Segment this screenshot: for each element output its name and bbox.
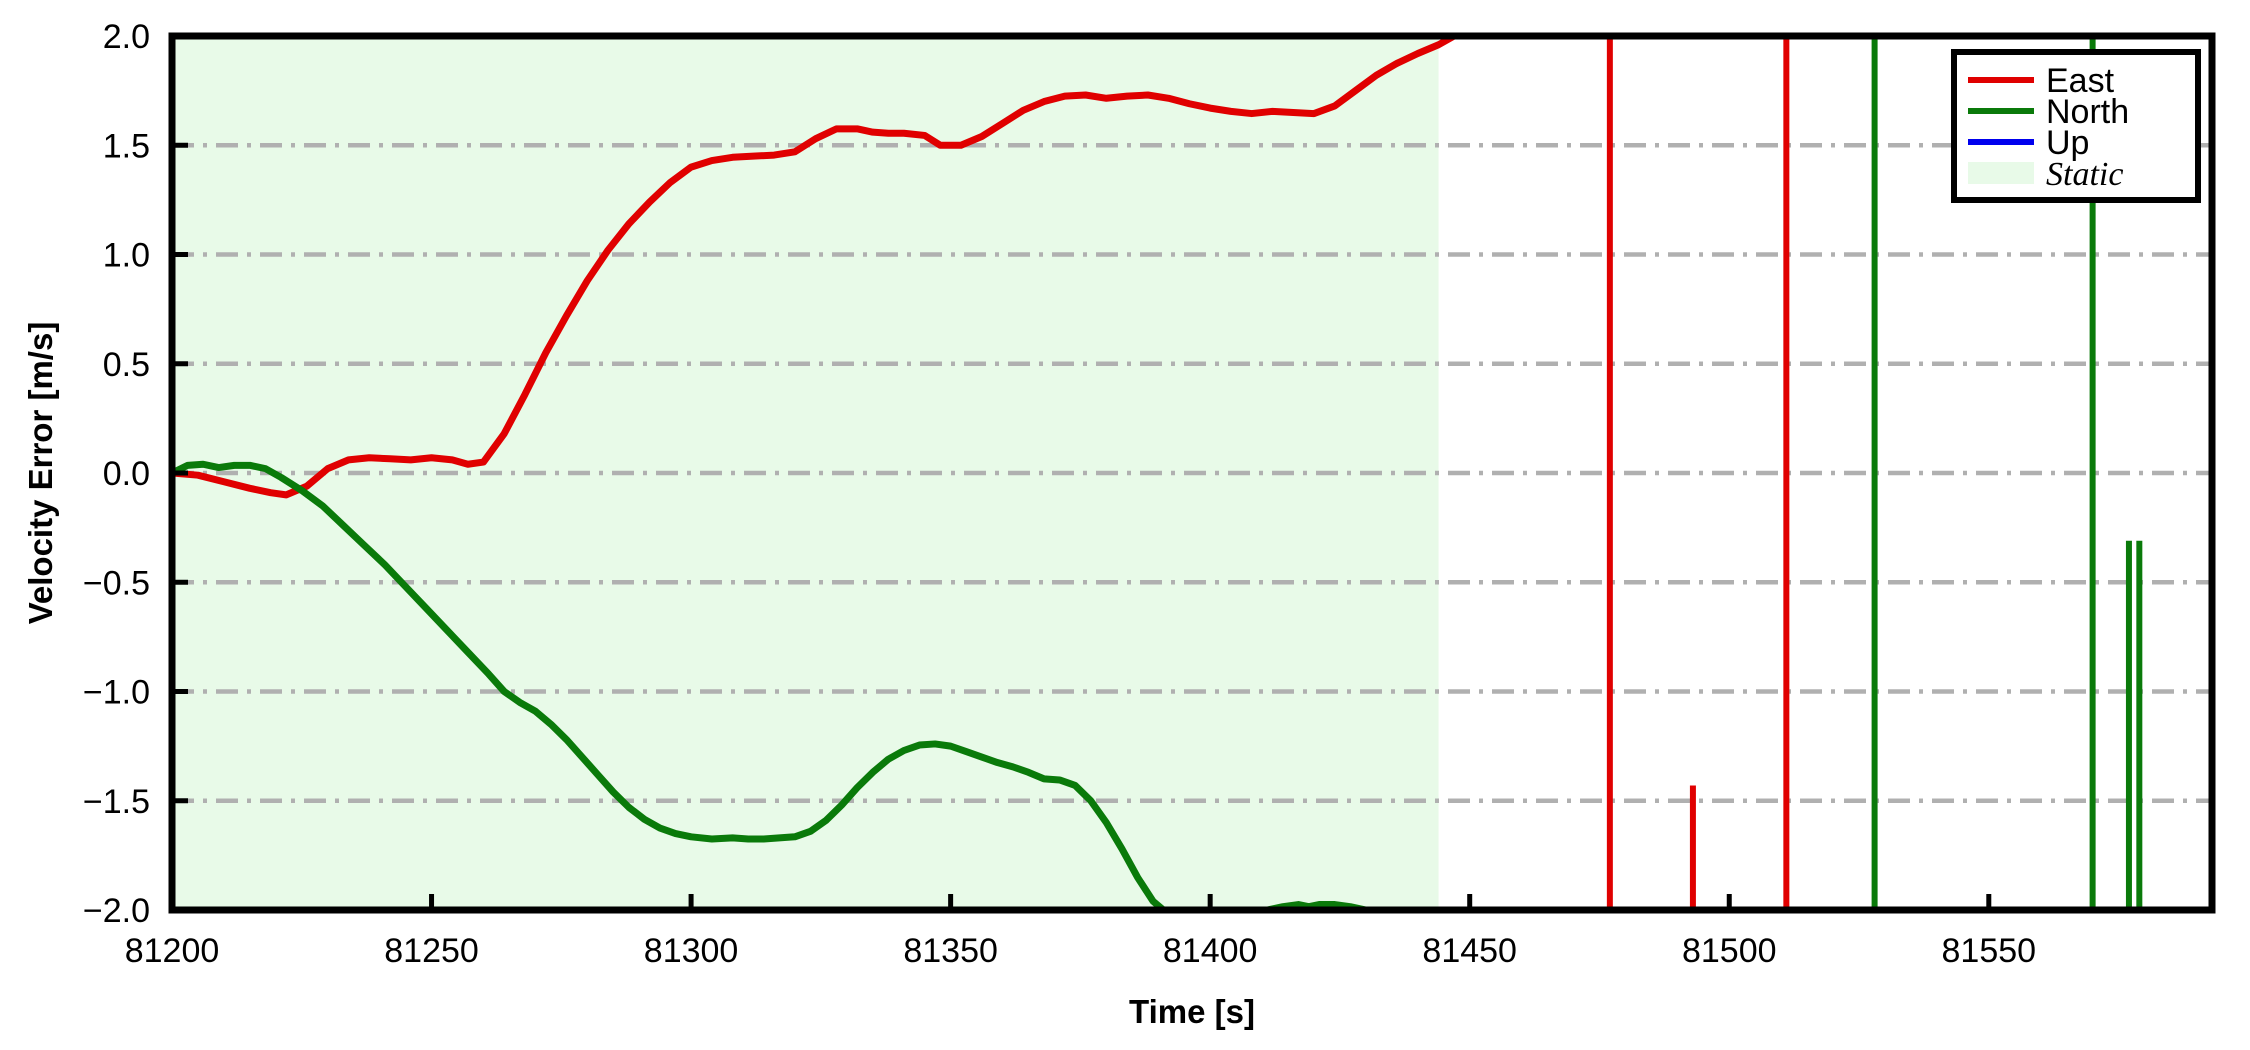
x-tick-label-81250: 81250: [384, 932, 479, 970]
y-tick-labels: −2.0 −1.5 −1.0 −0.5 0.0 0.5 1.0 1.5 2.0: [83, 18, 150, 930]
x-tick-label-81500: 81500: [1682, 932, 1777, 970]
x-tick-label-81450: 81450: [1422, 932, 1517, 970]
series-line-north: [172, 460, 1167, 910]
x-tick-label-81350: 81350: [903, 932, 998, 970]
y-tick-label-1.5: 1.5: [103, 127, 150, 165]
x-tick-label-81200: 81200: [125, 932, 220, 970]
axes-frame: [168, 32, 2216, 914]
x-tick-label-81300: 81300: [644, 932, 739, 970]
data-series-lines: [172, 36, 1458, 910]
y-tick-label-1.0: 1.0: [103, 237, 150, 275]
grid-lines: [172, 143, 2212, 803]
y-tick-label--0.5: −0.5: [83, 564, 150, 602]
x-tick-labels: 81200 81250 81300 81350 81400 81450 81500 81550: [125, 932, 2036, 970]
legend-label-north: North: [2046, 93, 2129, 131]
y-tick-label--2.0: −2.0: [83, 892, 150, 930]
legend-label-static: Static: [2046, 156, 2123, 193]
y-tick-label-2.0: 2.0: [103, 18, 150, 56]
x-tick-label-81400: 81400: [1163, 932, 1258, 970]
y-tick-label-0.0: 0.0: [103, 455, 150, 493]
y-tick-label-0.5: 0.5: [103, 346, 150, 384]
legend-swatch-static: [1968, 162, 2034, 184]
y-tick-label--1.0: −1.0: [83, 674, 150, 712]
legend-label-up: Up: [2046, 124, 2089, 162]
x-tick-label-81550: 81550: [1942, 932, 2037, 970]
y-tick-label--1.5: −1.5: [83, 783, 150, 821]
x-axis-title: Time [s]: [1129, 993, 1255, 1030]
series-line-east: [172, 36, 1458, 499]
y-axis-title: Velocity Error [m/s]: [22, 322, 59, 625]
legend-label-east: East: [2046, 62, 2115, 100]
series-line-north_bump: [1263, 901, 1370, 910]
